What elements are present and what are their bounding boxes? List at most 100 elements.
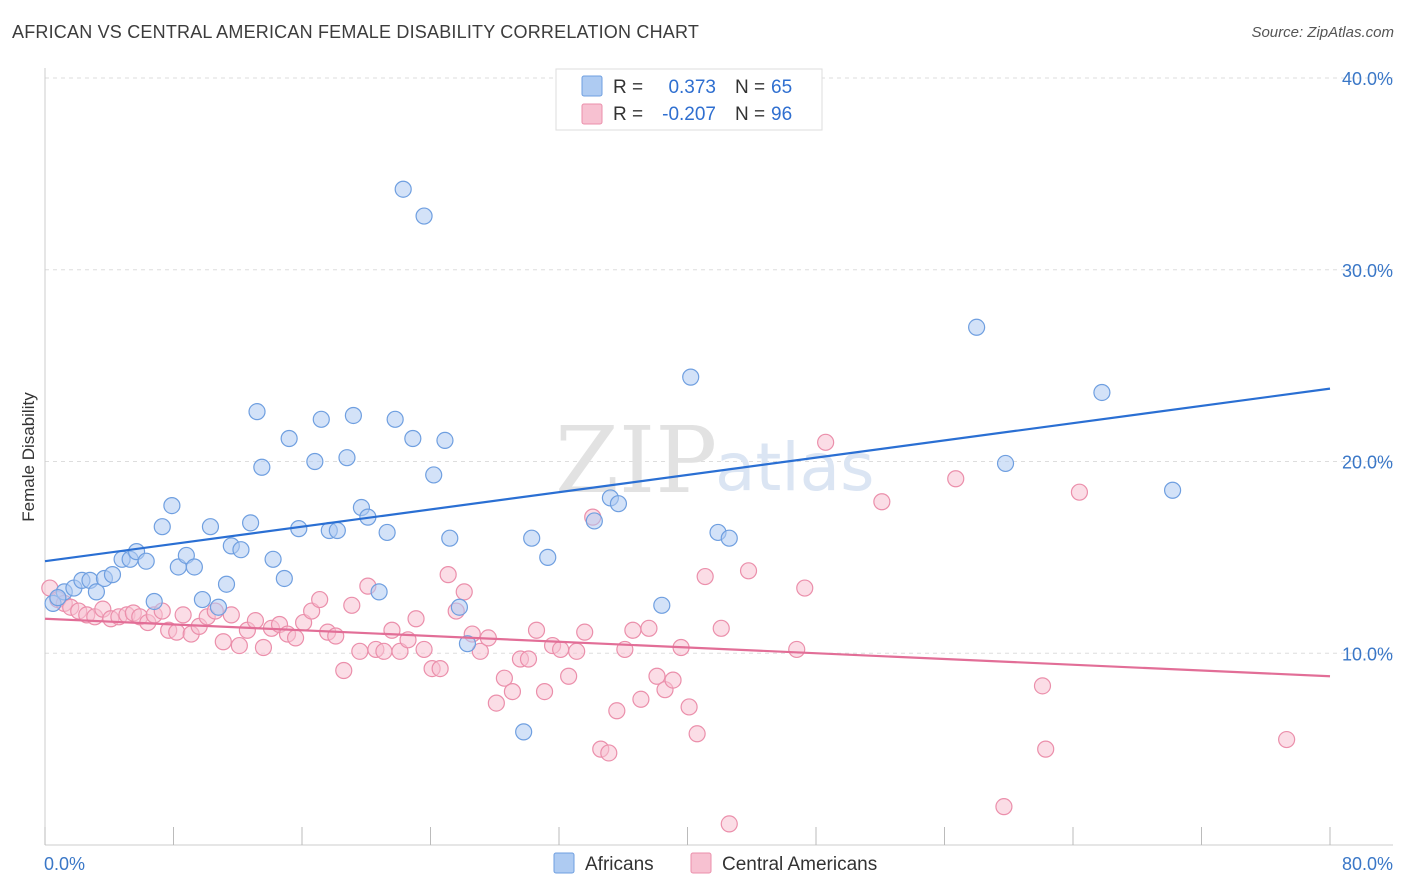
africans-point-13 xyxy=(153,518,171,536)
legend-r-value-africans: 0.373 xyxy=(668,77,716,98)
africans-point-20 xyxy=(209,598,228,616)
y-tick-label-1: 20.0% xyxy=(1342,453,1393,473)
africans-point-43 xyxy=(404,429,422,448)
central-americans-point-23 xyxy=(214,633,232,651)
africans-point-56 xyxy=(653,596,671,614)
africans-point-36 xyxy=(344,406,362,425)
y-tick-label-3: 40.0% xyxy=(1342,69,1393,89)
africans-point-44 xyxy=(415,207,433,225)
central-americans-point-48 xyxy=(415,640,433,659)
bottom-legend-swatch-africans xyxy=(553,852,575,874)
africans-point-7 xyxy=(103,566,122,584)
africans-point-19 xyxy=(201,518,220,536)
africans-point-52 xyxy=(539,548,557,566)
legend-n-label-africans: N = xyxy=(735,77,765,98)
central-americans-point-85 xyxy=(720,815,738,833)
legend-n-value-africans: 65 xyxy=(771,77,792,98)
legend-n-label-central-americans: N = xyxy=(735,104,765,125)
central-americans-point-91 xyxy=(947,470,965,488)
africans-point-18 xyxy=(193,590,212,609)
africans-point-64 xyxy=(49,589,67,607)
africans-point-50 xyxy=(515,723,533,741)
central-americans-point-18 xyxy=(174,606,192,624)
africans-point-17 xyxy=(185,558,203,576)
central-americans-point-62 xyxy=(527,621,546,639)
central-americans-point-55 xyxy=(471,642,489,660)
central-americans-point-67 xyxy=(568,642,586,660)
central-americans-point-43 xyxy=(375,642,393,660)
africans-point-35 xyxy=(338,449,356,467)
bottom-legend-africans: Africans xyxy=(585,854,654,875)
central-americans-point-53 xyxy=(455,583,473,601)
central-americans-point-44 xyxy=(383,621,401,639)
africans-point-63 xyxy=(1163,481,1182,499)
africans-point-27 xyxy=(264,550,282,568)
africans-point-55 xyxy=(609,495,628,513)
central-americans-point-84 xyxy=(712,619,730,637)
central-americans-trend-line xyxy=(44,617,1331,678)
central-americans-point-71 xyxy=(600,744,618,762)
trend-lines xyxy=(44,387,1331,678)
africans-points xyxy=(44,180,1182,741)
africans-point-31 xyxy=(306,452,324,471)
africans-point-24 xyxy=(242,514,260,532)
central-americans-point-25 xyxy=(230,636,248,655)
tick-labels: 10.0% 20.0% 30.0% 40.0% 0.0% 80.0% xyxy=(44,69,1393,874)
africans-point-45 xyxy=(425,466,443,484)
central-americans-point-32 xyxy=(286,629,305,647)
chart-title: AFRICAN VS CENTRAL AMERICAN FEMALE DISAB… xyxy=(12,22,700,42)
grid-lines xyxy=(45,77,1393,654)
africans-point-53 xyxy=(585,512,603,530)
central-americans-point-28 xyxy=(254,638,273,657)
legend-swatch-africans xyxy=(581,75,603,97)
africans-point-11 xyxy=(137,552,155,570)
central-americans-point-58 xyxy=(495,669,513,687)
central-americans-point-50 xyxy=(431,659,449,678)
africans-point-49 xyxy=(458,635,477,653)
central-americans-point-92 xyxy=(995,798,1013,816)
legend-r-label-central-americans: R = xyxy=(613,104,643,125)
central-americans-point-39 xyxy=(343,596,361,614)
africans-point-51 xyxy=(523,529,541,547)
central-americans-point-93 xyxy=(1033,677,1052,695)
central-americans-point-95 xyxy=(1070,483,1089,501)
central-americans-point-59 xyxy=(503,682,522,701)
africans-point-39 xyxy=(370,583,388,601)
watermark: ZIP atlas xyxy=(555,407,875,514)
central-americans-point-86 xyxy=(739,562,758,580)
africans-point-12 xyxy=(145,592,163,611)
africans-point-61 xyxy=(996,454,1015,473)
africans-point-59 xyxy=(720,529,738,547)
central-americans-point-94 xyxy=(1037,740,1055,758)
legend-n-value-central-americans: 96 xyxy=(771,104,792,125)
central-americans-point-65 xyxy=(552,640,570,659)
y-axis-label: Female Disability xyxy=(19,392,38,522)
central-americans-point-57 xyxy=(487,694,505,712)
legend-r-value-central-americans: -0.207 xyxy=(662,104,716,125)
axes xyxy=(44,68,1393,846)
x-tick-label-max: 80.0% xyxy=(1342,854,1393,874)
central-americans-point-82 xyxy=(688,725,706,743)
central-americans-point-35 xyxy=(311,590,329,609)
central-americans-point-24 xyxy=(222,606,240,624)
central-americans-point-17 xyxy=(168,623,186,641)
central-americans-point-37 xyxy=(327,627,345,645)
legend-r-label-africans: R = xyxy=(613,77,643,98)
central-americans-point-81 xyxy=(680,698,698,716)
central-americans-point-63 xyxy=(535,682,554,701)
legend-swatch-central-americans xyxy=(581,103,603,125)
central-americans-point-89 xyxy=(817,433,835,451)
source-credit: Source: ZipAtlas.com xyxy=(1251,24,1394,41)
africans-point-62 xyxy=(1093,383,1111,402)
central-americans-point-87 xyxy=(788,640,806,659)
africans-point-34 xyxy=(328,521,346,540)
watermark-zip: ZIP xyxy=(555,407,717,514)
central-americans-point-47 xyxy=(407,610,425,628)
central-americans-point-27 xyxy=(246,612,265,630)
central-americans-point-38 xyxy=(335,661,353,680)
africans-point-21 xyxy=(217,575,236,593)
africans-point-14 xyxy=(163,497,181,515)
central-americans-point-90 xyxy=(873,493,891,511)
africans-point-26 xyxy=(253,458,271,476)
